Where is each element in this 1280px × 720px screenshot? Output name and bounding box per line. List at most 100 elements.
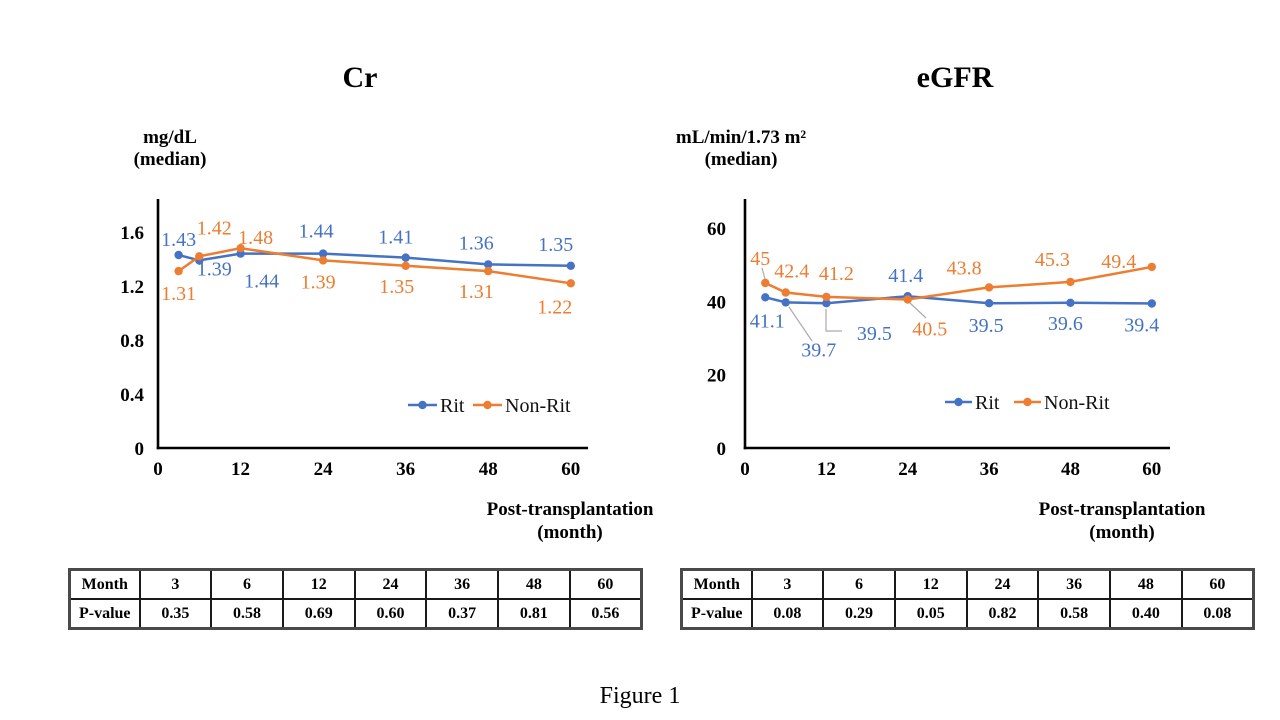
table-value-cell: 0.08 xyxy=(1180,598,1255,630)
table-value-cell: 24 xyxy=(965,568,1040,600)
table-value-cell: 60 xyxy=(568,568,643,600)
egfr-non-rit-marker xyxy=(903,295,912,304)
table-label-cell: P-value xyxy=(68,598,141,630)
egfr-rit-data-label: 39.6 xyxy=(1048,313,1083,335)
cr-non-rit-data-label: 1.22 xyxy=(537,296,572,318)
cr-non-rit-data-label: 1.42 xyxy=(197,217,232,239)
egfr-x-tick-label: 48 xyxy=(1061,459,1080,480)
egfr-rit-data-label: 39.5 xyxy=(857,323,892,345)
egfr-rit-marker xyxy=(1147,299,1157,308)
cr-rit-data-label: 1.44 xyxy=(299,221,334,243)
table-value-cell: 12 xyxy=(893,568,968,600)
cr-y-axis-unit-label: mg/dL (median) xyxy=(134,127,207,171)
table-value-cell: 0.40 xyxy=(1109,598,1183,630)
egfr-x-label-line2: (month) xyxy=(1089,522,1155,543)
cr-y-unit-line2: (median) xyxy=(133,149,207,170)
cr-non-rit-data-label: 1.31 xyxy=(161,283,196,305)
egfr-rit-data-label: 39.4 xyxy=(1124,315,1159,337)
egfr-y-axis-unit-label: mL/min/1.73 m² (median) xyxy=(676,127,806,171)
cr-x-axis-label: Post-transplantation (month) xyxy=(487,498,654,544)
table-value-cell: 3 xyxy=(138,568,213,600)
cr-non-rit-marker xyxy=(318,256,328,265)
cr-x-tick-label: 12 xyxy=(231,459,250,480)
egfr-rit-data-label: 39.5 xyxy=(969,315,1004,337)
egfr-non-rit-data-label: 40.5 xyxy=(912,319,947,341)
table-value-cell: 36 xyxy=(1037,568,1112,600)
egfr-label-leader-line xyxy=(788,306,813,342)
cr-x-tick-label: 24 xyxy=(314,459,334,480)
table-row-p-value-row: P-value 0.08 0.29 0.05 0.82 0.58 0.40 0.08 xyxy=(680,598,1255,630)
egfr-y-tick-label: 20 xyxy=(707,366,726,387)
egfr-non-rit-data-label: 41.2 xyxy=(819,263,854,285)
egfr-rit-data-label: 41.1 xyxy=(750,310,785,332)
table-value-cell: 0.58 xyxy=(1037,598,1112,630)
cr-x-label-line2: (month) xyxy=(537,522,603,543)
egfr-legend-non-rit-marker xyxy=(1023,397,1032,407)
egfr-rit-marker xyxy=(984,299,994,308)
table-value-cell: 36 xyxy=(425,568,500,600)
cr-y-unit-line1: mg/dL xyxy=(143,127,197,148)
cr-y-tick-label: 0.4 xyxy=(120,385,144,406)
cr-non-rit-marker xyxy=(401,261,410,270)
table-label-cell: Month xyxy=(680,568,753,600)
table-value-cell: 0.35 xyxy=(138,598,213,630)
egfr-rit-marker xyxy=(761,293,770,302)
cr-x-label-line1: Post-transplantation xyxy=(486,499,654,520)
cr-rit-data-label: 1.43 xyxy=(161,229,196,251)
egfr-x-tick-label: 24 xyxy=(898,459,918,480)
table-value-cell: 0.69 xyxy=(281,598,356,630)
cr-legend-non-rit-marker xyxy=(483,400,492,410)
cr-legend-rit-label: Rit xyxy=(440,395,465,417)
table-label-cell: P-value xyxy=(680,598,753,630)
egfr-rit-marker xyxy=(781,298,790,307)
egfr-y-unit-line2: (median) xyxy=(704,149,778,170)
table-value-cell: 60 xyxy=(1180,568,1255,600)
cr-non-rit-data-label: 1.48 xyxy=(238,227,273,249)
cr-rit-data-label: 1.41 xyxy=(378,227,413,249)
table-value-cell: 0.58 xyxy=(210,598,284,630)
table-value-cell: 0.56 xyxy=(568,598,643,630)
cr-rit-marker xyxy=(174,250,183,260)
cr-rit-data-label: 1.44 xyxy=(244,271,279,293)
cr-rit-data-label: 1.39 xyxy=(197,258,232,280)
egfr-y-tick-label: 0 xyxy=(717,439,727,460)
egfr-non-rit-data-label: 43.8 xyxy=(947,257,982,279)
egfr-non-rit-marker xyxy=(1066,277,1075,287)
cr-rit-marker xyxy=(484,260,493,269)
egfr-non-rit-data-label: 45 xyxy=(750,248,770,270)
egfr-legend-non-rit-label: Non-Rit xyxy=(1044,392,1110,414)
table-value-cell: 6 xyxy=(210,568,284,600)
egfr-rit-data-label: 41.4 xyxy=(888,265,923,287)
table-value-cell: 0.05 xyxy=(893,598,968,630)
egfr-non-rit-marker xyxy=(984,283,994,292)
cr-y-tick-label: 0 xyxy=(135,439,145,460)
egfr-x-tick-label: 0 xyxy=(740,459,750,480)
cr-rit-marker xyxy=(566,261,575,270)
table-value-cell: 0.81 xyxy=(497,598,571,630)
table-row-p-value-row: P-value 0.35 0.58 0.69 0.60 0.37 0.81 0.56 xyxy=(68,598,643,630)
cr-non-rit-data-label: 1.35 xyxy=(379,276,414,298)
table-value-cell: 48 xyxy=(1109,568,1183,600)
egfr-rit-data-label: 39.7 xyxy=(801,339,836,361)
egfr-non-rit-data-label: 42.4 xyxy=(774,261,809,283)
cr-non-rit-marker xyxy=(195,252,204,261)
cr-non-rit-data-label: 1.39 xyxy=(301,271,336,293)
cr-non-rit-marker xyxy=(484,266,493,276)
cr-x-tick-label: 0 xyxy=(153,459,163,480)
table-value-cell: 6 xyxy=(822,568,896,600)
cr-non-rit-marker xyxy=(236,244,245,253)
table-row-month-header: Month 3 6 12 24 36 48 60 xyxy=(68,568,643,600)
cr-non-rit-marker xyxy=(566,279,575,288)
charts-canvas: 00.40.81.21.60 12 24 36 48 601.431.391.441.44… xyxy=(120,199,1170,480)
table-value-cell: 48 xyxy=(497,568,571,600)
egfr-x-tick-label: 60 xyxy=(1142,459,1161,480)
egfr-legend-rit-label: Rit xyxy=(975,392,1000,414)
egfr-non-rit-marker xyxy=(1147,262,1157,272)
cr-legend-rit-marker xyxy=(418,400,427,410)
cr-chart-title: Cr xyxy=(342,61,378,94)
table-value-cell: 0.29 xyxy=(822,598,896,630)
table-value-cell: 0.82 xyxy=(965,598,1040,630)
table-value-cell: 0.08 xyxy=(750,598,825,630)
cr-y-tick-label: 1.6 xyxy=(120,223,144,244)
